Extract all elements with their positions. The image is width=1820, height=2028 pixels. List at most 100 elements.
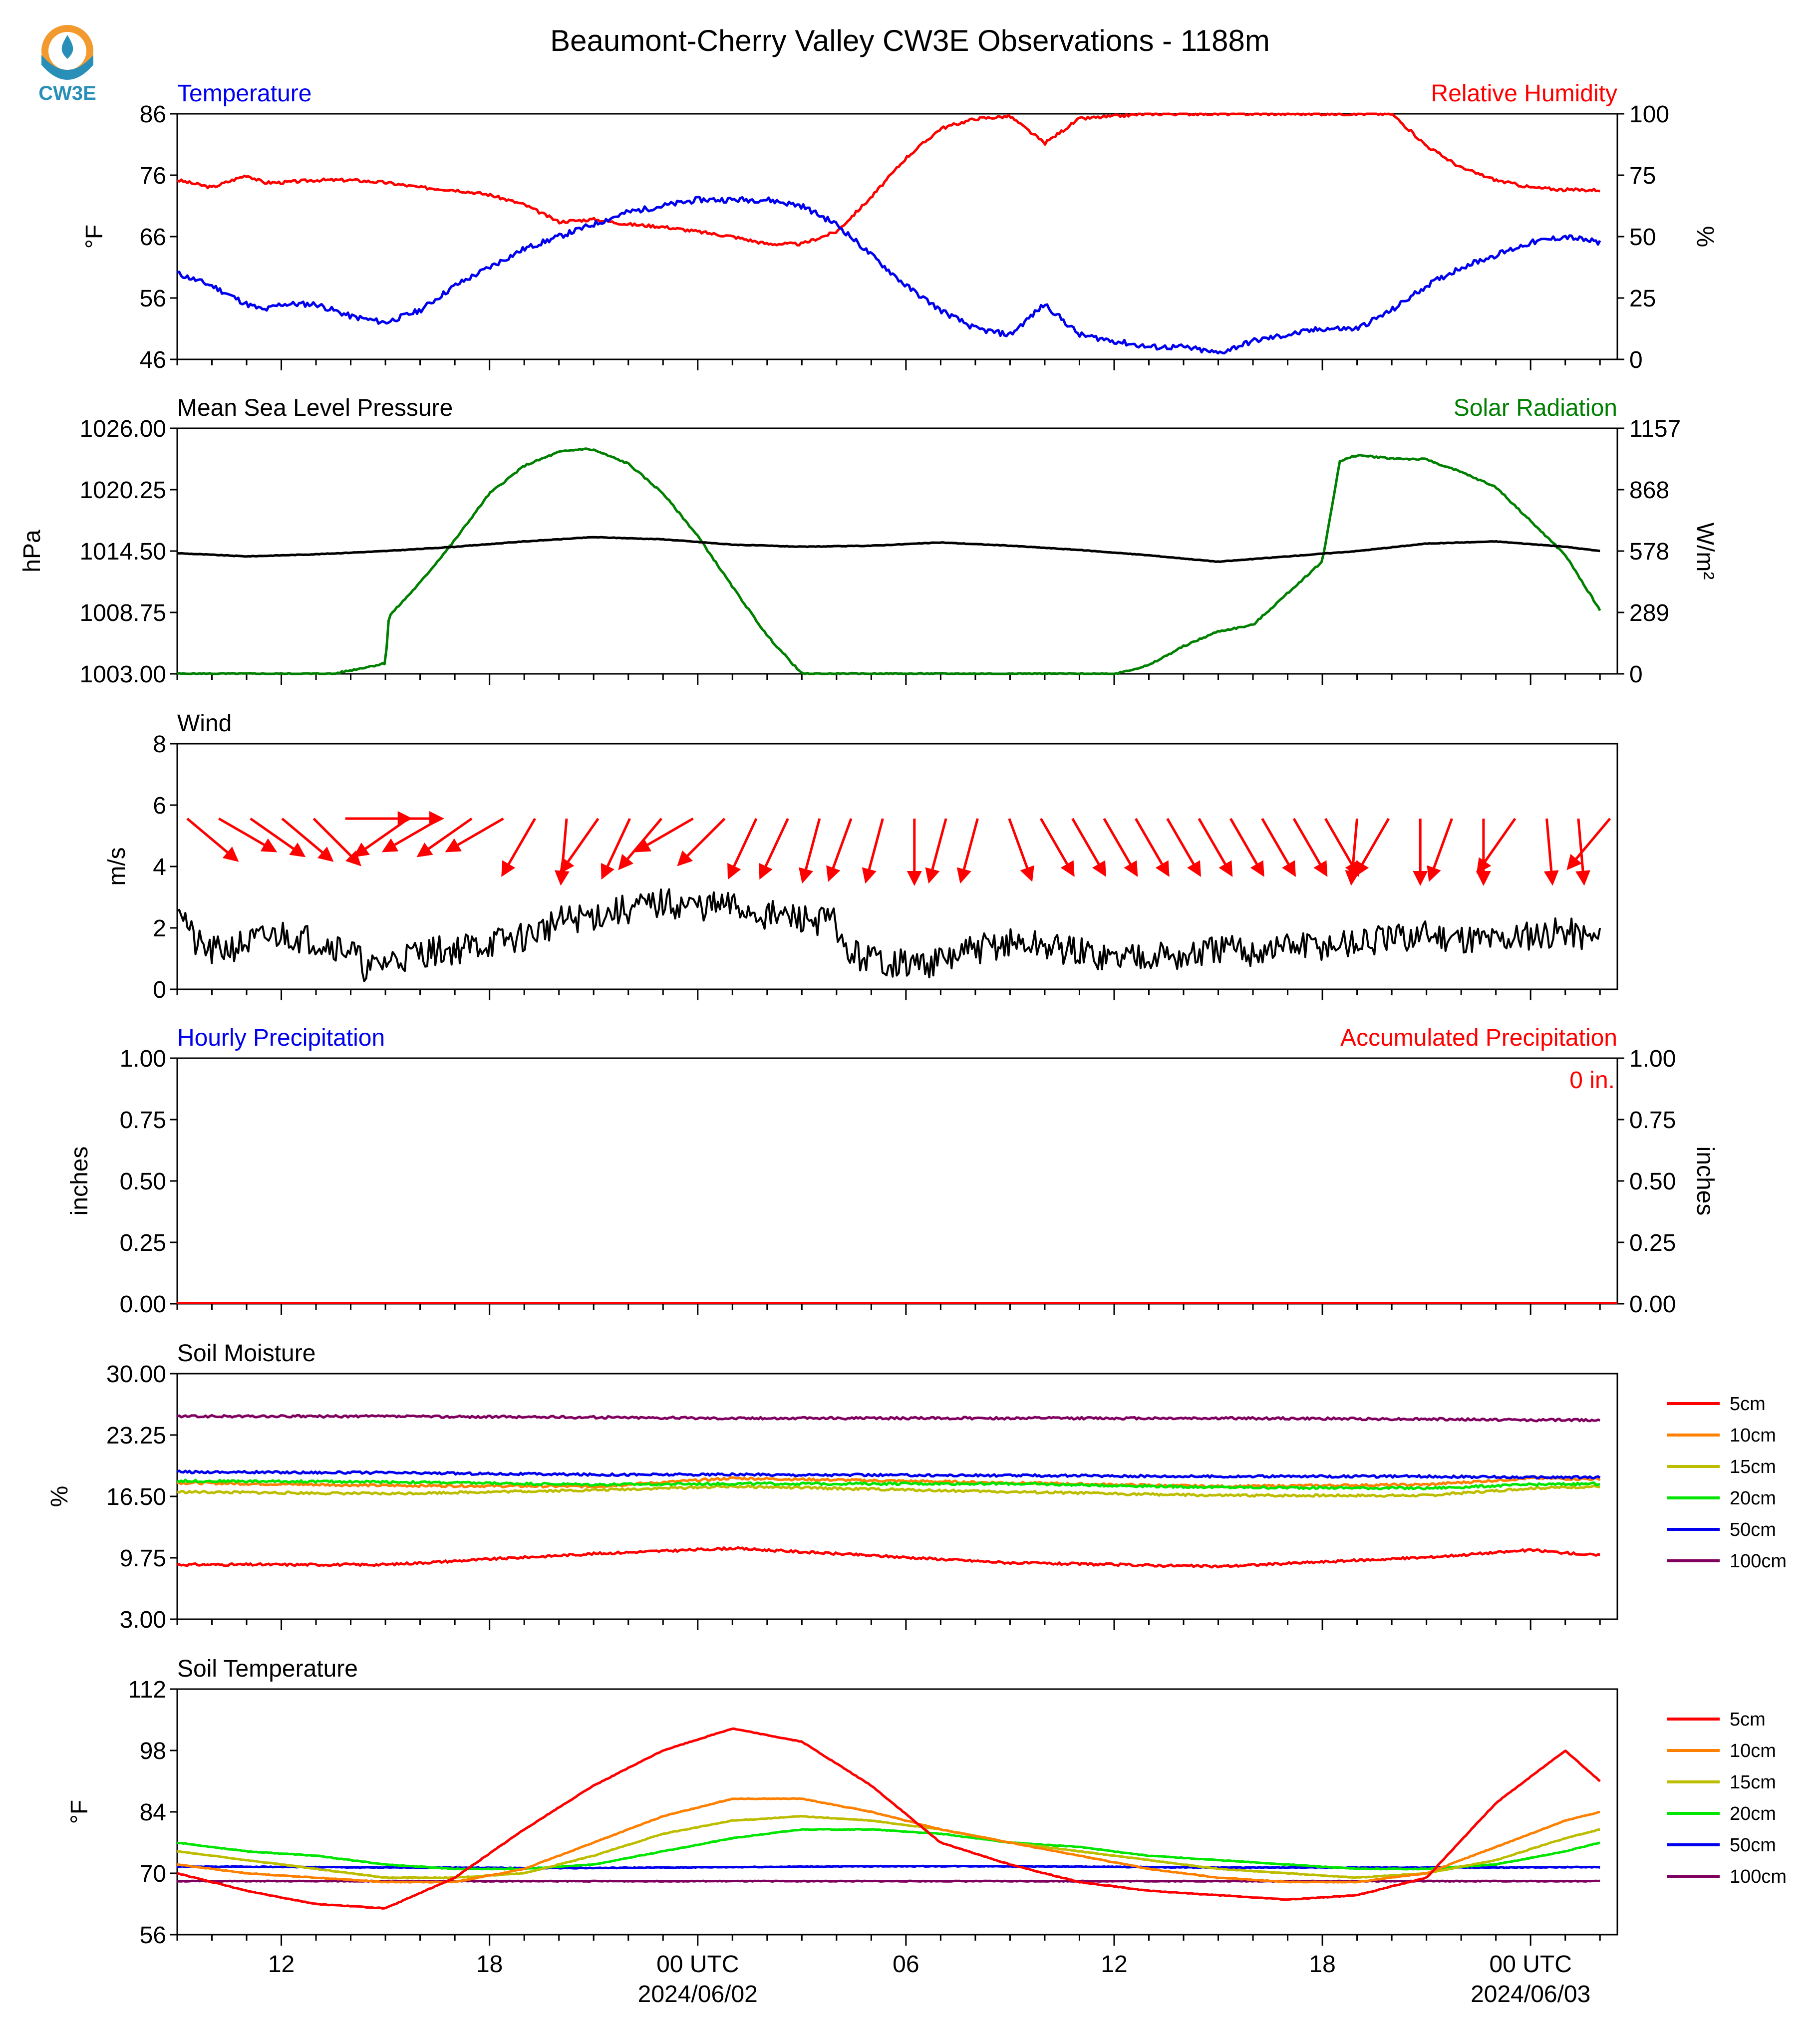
y-tick-label-right: 25	[1629, 286, 1656, 312]
legend-label-100cm: 100cm	[1730, 1866, 1787, 1887]
y-axis-label-right: inches	[1692, 1147, 1718, 1216]
series-soil-moisture-15cm	[177, 1484, 1600, 1498]
wind-arrow	[1543, 818, 1559, 886]
wind-arrow	[381, 817, 441, 853]
wind-arrow	[634, 817, 694, 853]
chart-title: Beaumont-Cherry Valley CW3E Observations…	[550, 24, 1270, 57]
wind-arrow	[1071, 818, 1106, 877]
wind-arrow	[925, 818, 947, 884]
y-tick-label: 0.00	[120, 1291, 166, 1318]
y-tick-label: 1020.25	[79, 477, 166, 504]
panel-2: Mean Sea Level Pressure Solar Radiation 10…	[19, 395, 1718, 688]
y-tick-label: 3.00	[120, 1607, 166, 1633]
wind-arrow	[501, 818, 536, 877]
wind-arrow	[1229, 818, 1264, 877]
series-soil-temp-10cm	[177, 1797, 1600, 1884]
wind-arrow	[1166, 818, 1201, 877]
legend-label-15cm: 15cm	[1730, 1456, 1776, 1477]
x-date-label: 2024/06/02	[638, 1981, 758, 2008]
y-tick-label: 112	[128, 1677, 166, 1703]
panel-title-hourly-precip: Hourly Precipitation	[177, 1025, 385, 1051]
series-soil-temp-5cm	[177, 1727, 1601, 1910]
wind-arrow	[186, 818, 239, 862]
y-tick-label: 76	[140, 163, 166, 189]
y-axis-label-right: %	[1692, 226, 1718, 248]
logo-text: CW3E	[38, 82, 96, 104]
y-tick-label-right: 289	[1629, 600, 1669, 626]
y-tick-label: 16.50	[106, 1484, 166, 1510]
y-tick-label-right: 0	[1629, 347, 1643, 373]
x-tick-label: 00 UTC	[1490, 1951, 1572, 1978]
y-tick-label: 0.75	[120, 1107, 166, 1134]
y-axis-label: %	[46, 1486, 73, 1507]
y-tick-label-right: 1.00	[1629, 1046, 1676, 1072]
wind-arrow	[1008, 818, 1034, 882]
y-tick-label-right: 100	[1629, 101, 1669, 128]
panel-3: Wind 8 6 4 2 0 m/s	[104, 710, 1618, 1003]
wind-arrow	[250, 817, 306, 858]
cw3e-logo: CW3E	[30, 20, 105, 105]
y-axis-label: m/s	[104, 847, 130, 885]
legend-label-15cm: 15cm	[1730, 1772, 1776, 1793]
y-tick-label-right: 0.25	[1629, 1230, 1676, 1256]
wind-arrow	[759, 818, 789, 880]
wind-arrow	[1476, 818, 1517, 874]
series-soil-moisture-20cm	[176, 1478, 1600, 1490]
legend-label-5cm: 5cm	[1730, 1394, 1766, 1415]
y-axis-label-right: W/m²	[1692, 523, 1718, 580]
y-tick-label: 84	[140, 1799, 166, 1826]
legend-label-50cm: 50cm	[1730, 1519, 1776, 1540]
y-axis-label: hPa	[19, 530, 45, 573]
y-tick-label: 1026.00	[79, 416, 166, 442]
series-temperature	[177, 196, 1601, 355]
wind-arrow	[956, 818, 979, 884]
y-tick-label-right: 50	[1629, 224, 1656, 251]
legend-label-5cm: 5cm	[1730, 1709, 1766, 1730]
wind-arrow	[353, 817, 409, 858]
panel-title-wind: Wind	[177, 710, 232, 737]
panel-1: Temperature Relative Humidity 86 76 66 56 46 10…	[81, 80, 1718, 373]
y-tick-label: 66	[140, 224, 166, 251]
y-tick-label: 46	[140, 347, 166, 373]
series-solar	[177, 447, 1601, 675]
wind-arrow	[554, 818, 570, 886]
y-tick-label-right: 1157	[1629, 416, 1681, 442]
y-tick-label: 4	[153, 854, 166, 880]
panel-title-soil-moisture: Soil Moisture	[177, 1340, 315, 1367]
legend-label-50cm: 50cm	[1730, 1835, 1776, 1856]
y-tick-label: 0.50	[120, 1168, 166, 1195]
wind-arrow	[312, 818, 361, 867]
y-tick-label: 6	[153, 793, 166, 819]
legend-label-10cm: 10cm	[1730, 1740, 1776, 1761]
wind-arrow	[281, 818, 334, 862]
wind-arrow	[601, 818, 631, 880]
legend-label-10cm: 10cm	[1730, 1425, 1776, 1446]
panel-title-temperature: Temperature	[177, 80, 311, 107]
y-tick-label: 1003.00	[79, 661, 166, 688]
panel-4: Hourly Precipitation Accumulated Precipit…	[66, 1025, 1718, 1318]
wind-arrow	[1355, 818, 1390, 877]
panel-5: Soil Moisture 30.00 23.25 16.50 9.75 3.00% 5cm…	[46, 1340, 1787, 1633]
series-soil-moisture-100cm	[177, 1414, 1600, 1423]
wind-arrow	[1261, 818, 1296, 877]
series-soil-moisture-10cm	[177, 1476, 1601, 1489]
panel-6: Soil Temperature 112 98 84 70 56 °F 5cm 10cm 15cm…	[66, 1656, 1787, 2008]
series-pressure	[177, 536, 1600, 563]
x-tick-label: 12	[268, 1951, 295, 1978]
wind-arrow	[1345, 818, 1360, 886]
x-tick-label: 12	[1101, 1951, 1127, 1978]
wind-arrow	[862, 818, 884, 884]
y-tick-label: 2	[153, 915, 166, 942]
y-tick-label: 9.75	[120, 1545, 166, 1572]
wind-arrow	[1039, 818, 1075, 877]
series-soil-temp-15cm	[177, 1815, 1600, 1879]
y-tick-label: 1.00	[120, 1046, 166, 1072]
wind-arrow	[445, 817, 504, 853]
wind-arrow	[799, 818, 821, 884]
wind-arrow	[1575, 818, 1590, 886]
panel-frame	[176, 1688, 1618, 1936]
wind-arrow	[218, 817, 278, 853]
y-tick-label: 86	[140, 101, 166, 128]
panel-title-accum-precip: Accumulated Precipitation	[1340, 1025, 1617, 1051]
panel-title-pressure: Mean Sea Level Pressure	[177, 395, 453, 421]
